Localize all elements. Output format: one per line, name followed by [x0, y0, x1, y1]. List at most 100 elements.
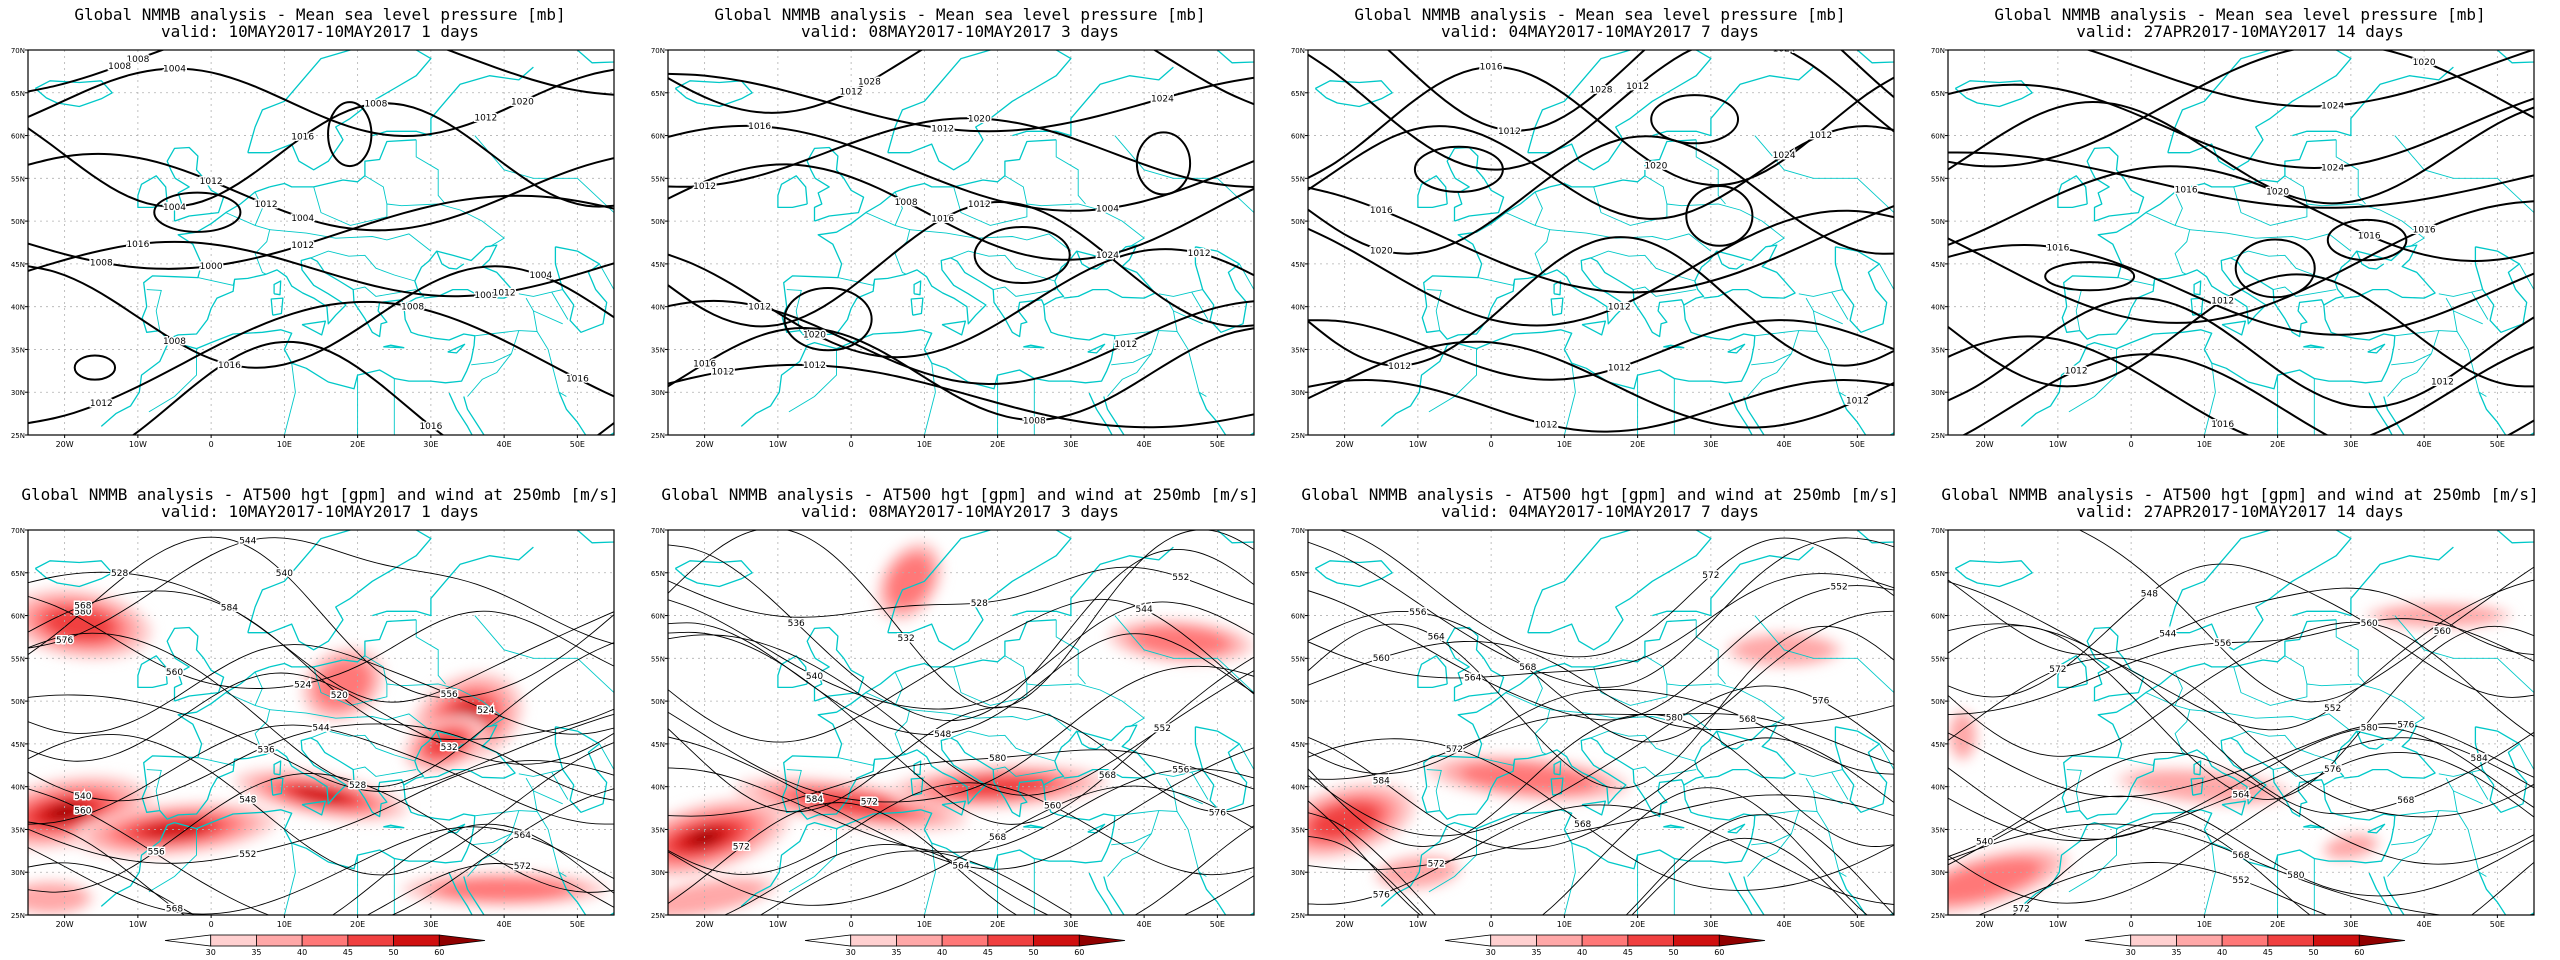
lat-tick-label: 60N: [1931, 613, 1945, 621]
lon-tick-label: 50E: [1850, 440, 1865, 449]
lat-lon-grid: [28, 530, 614, 915]
contour-label: 580: [2361, 723, 2378, 733]
contour-label: 580: [1666, 714, 1683, 724]
lon-tick-label: 20E: [1630, 440, 1645, 449]
lat-tick-label: 60N: [11, 613, 25, 621]
lat-tick-label: 70N: [11, 47, 25, 55]
contour-label: 564: [2232, 790, 2249, 800]
lat-tick-label: 70N: [1931, 527, 1945, 535]
lat-tick-label: 25N: [11, 912, 25, 920]
lat-tick-label: 60N: [1291, 133, 1305, 141]
lat-tick-label: 60N: [651, 613, 665, 621]
lat-tick-label: 40N: [1291, 304, 1305, 312]
lon-tick-label: 20E: [350, 440, 365, 449]
lon-tick-label: 20W: [696, 440, 714, 449]
contour-label: 548: [2141, 589, 2158, 599]
contour-label: 584: [221, 604, 238, 614]
lon-tick-label: 20E: [990, 440, 1005, 449]
colorbar-tick-label: 45: [1623, 948, 1633, 957]
contour-label: 1012: [968, 200, 991, 210]
lat-tick-label: 35N: [11, 346, 25, 354]
contour-label: 1024: [1096, 251, 1119, 261]
lon-tick-label: 20W: [696, 920, 714, 929]
lat-tick-label: 45N: [651, 741, 665, 749]
wind-speed-blob: [28, 883, 87, 913]
lat-tick-label: 70N: [651, 47, 665, 55]
contour-label: 1004: [529, 271, 552, 281]
contour-label: 1012: [90, 399, 113, 409]
lat-tick-label: 70N: [1291, 47, 1305, 55]
lat-tick-label: 40N: [11, 784, 25, 792]
wind-speed-blob: [436, 878, 572, 901]
lat-tick-label: 50N: [1931, 218, 1945, 226]
wind-speed-blob: [1460, 762, 1596, 794]
contour-label: 1020: [511, 97, 534, 107]
contour-label: 564: [952, 862, 969, 872]
contour-label: 560: [74, 806, 91, 816]
contour-label: 1028: [858, 78, 881, 88]
lon-tick-label: 40E: [1777, 920, 1792, 929]
lon-tick-label: 20W: [1336, 440, 1354, 449]
colorbar-tick-label: 50: [1668, 948, 1678, 957]
contour-label: 1008: [126, 55, 149, 65]
contour-label: 560: [2361, 619, 2378, 629]
lat-lon-grid: [1948, 50, 2534, 435]
lat-tick-label: 55N: [651, 175, 665, 183]
contour-label: 564: [1428, 633, 1445, 643]
contour-label: 568: [1739, 715, 1756, 725]
map-frame: [1307, 49, 1895, 436]
contour-label: 576: [2324, 765, 2341, 775]
lat-tick-label: 55N: [651, 655, 665, 663]
lat-tick-label: 70N: [11, 527, 25, 535]
contour-label: 1004: [1096, 205, 1119, 215]
lon-tick-label: 20E: [2270, 920, 2285, 929]
contour-label: 556: [1409, 608, 1426, 618]
lat-tick-label: 45N: [11, 741, 25, 749]
contour-label: 568: [166, 904, 183, 914]
height-contours: [1308, 530, 1894, 915]
coastlines: [1314, 530, 1894, 915]
lat-tick-label: 25N: [1931, 912, 1945, 920]
contour-label: 1024: [1773, 151, 1796, 161]
contour-label: 520: [331, 691, 348, 701]
contour-label: 1012: [474, 114, 497, 124]
lat-tick-label: 45N: [11, 261, 25, 269]
colorbar-tick-label: 50: [1028, 948, 1038, 957]
contour-label: 572: [514, 862, 531, 872]
lon-tick-label: 50E: [2490, 440, 2505, 449]
lon-tick-label: 10W: [769, 920, 787, 929]
mslp-panel: Global NMMB analysis - Mean sea level pr…: [1280, 0, 1920, 480]
lat-tick-label: 30N: [1291, 869, 1305, 877]
contour-label: 556: [148, 847, 165, 857]
contour-label: 1016: [748, 122, 771, 132]
contour-label: 1012: [529, 461, 552, 471]
lat-tick-label: 55N: [1291, 655, 1305, 663]
contour-label: 1020: [1370, 247, 1393, 257]
contour-label: 1016: [2046, 244, 2069, 254]
contour-label: 552: [2232, 876, 2249, 886]
lat-tick-label: 35N: [651, 346, 665, 354]
lat-tick-label: 25N: [651, 912, 665, 920]
contour-label: 1004: [163, 203, 186, 213]
lat-tick-label: 30N: [651, 869, 665, 877]
contour-label: 1008: [364, 99, 387, 109]
contour-label: 1012: [1535, 421, 1558, 431]
contour-label: 1008: [401, 303, 424, 313]
wind-speed-blob: [141, 820, 208, 839]
contour-label: 580: [989, 754, 1006, 764]
contour-label: 580: [74, 608, 91, 618]
panel-valid-period: valid: 10MAY2017-10MAY2017 1 days: [161, 502, 479, 521]
map-frame: [667, 529, 1255, 916]
contour-label: 1016: [2358, 232, 2381, 242]
contour-label: 580: [2287, 871, 2304, 881]
coastlines: [1954, 50, 2534, 435]
lat-tick-label: 65N: [651, 90, 665, 98]
contour-label: 544: [239, 537, 256, 547]
contour-label: 584: [2471, 754, 2488, 764]
wind-shading: [1948, 602, 2513, 915]
lat-tick-label: 65N: [11, 570, 25, 578]
contour-label: 1012: [1114, 340, 1137, 350]
lon-tick-label: 10E: [2197, 920, 2212, 929]
lon-tick-label: 30E: [2343, 920, 2358, 929]
contour-label: 528: [971, 599, 988, 609]
